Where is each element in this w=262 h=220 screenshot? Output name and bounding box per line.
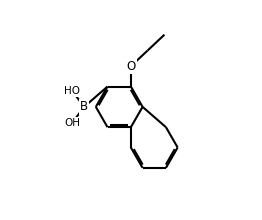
Text: O: O [126,60,135,73]
Text: HO: HO [64,86,80,96]
Text: OH: OH [64,118,80,128]
Text: B: B [80,100,88,113]
